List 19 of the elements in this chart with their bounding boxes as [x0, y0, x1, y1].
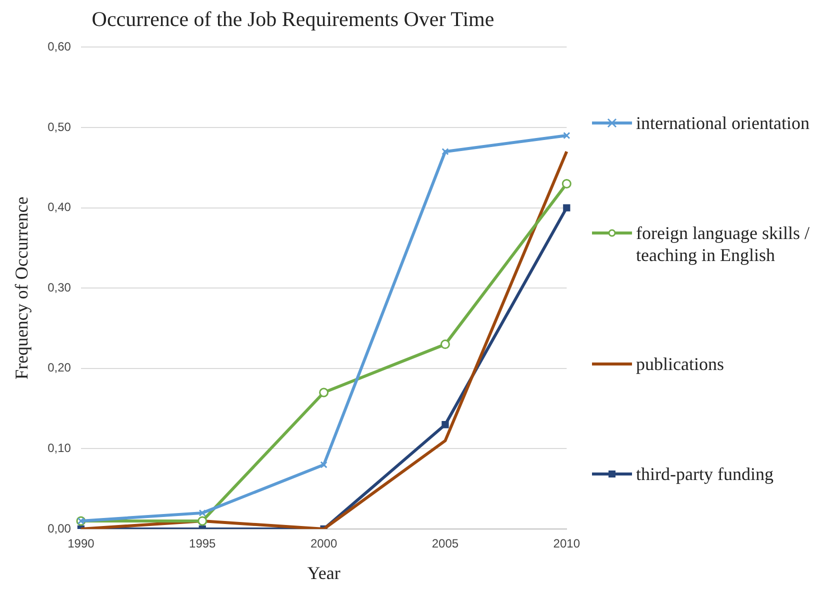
y-tick-label: 0,10 [48, 441, 72, 456]
y-tick-label: 0,30 [48, 280, 72, 294]
y-tick-label: 0,00 [48, 521, 72, 536]
x-tick-label: 1990 [68, 536, 95, 551]
x-tick-label: 2000 [310, 536, 338, 551]
chart-title: Occurrence of the Job Requirements Over Time [92, 7, 494, 32]
x-tick-label: 1995 [189, 536, 216, 551]
y-tick-label: 0,20 [48, 360, 72, 375]
legend-label: foreign language skills / teaching in English [636, 222, 810, 266]
x-tick-label: 2005 [432, 536, 459, 551]
y-axis-title: Frequency of Occurrence [12, 196, 32, 380]
y-tick-label: 0,60 [48, 40, 72, 54]
y-tick-label: 0,40 [48, 200, 72, 214]
legend-label: international orientation [636, 112, 810, 134]
x-tick-label: 2010 [553, 536, 580, 551]
y-tick-label: 0,50 [48, 120, 72, 134]
legend-label: publications [636, 353, 724, 376]
x-axis-title: Year [307, 562, 340, 583]
legend-label: third-party funding [636, 463, 774, 486]
